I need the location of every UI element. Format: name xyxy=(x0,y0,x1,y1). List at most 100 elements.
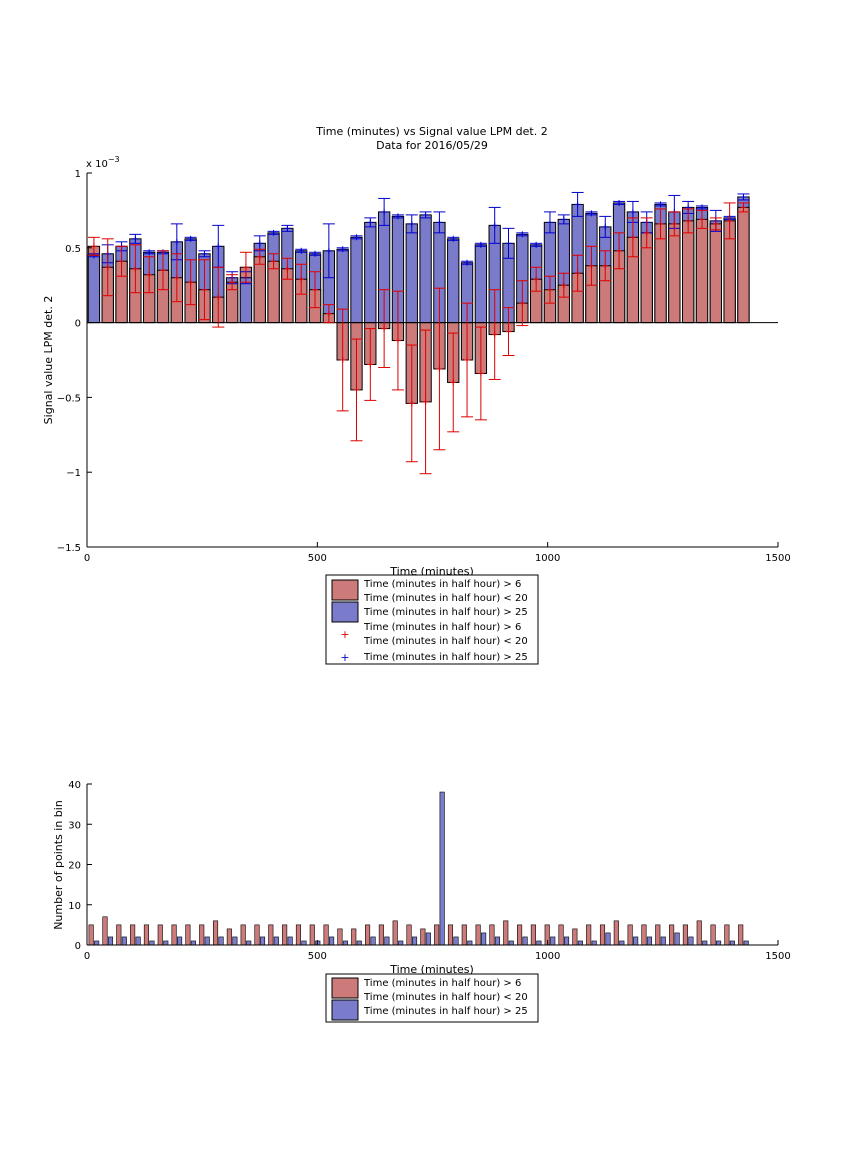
count-bar-series2 xyxy=(94,940,100,946)
count-bar-series1 xyxy=(130,924,136,946)
count-bar-series1 xyxy=(572,928,578,946)
count-bar-series1 xyxy=(226,928,232,946)
count-bar-series1 xyxy=(365,924,371,946)
bar-series2 xyxy=(364,221,377,324)
bottom-y-tick-label: 10 xyxy=(68,901,81,912)
count-bar-series2 xyxy=(494,936,500,946)
count-bar-series2 xyxy=(342,940,348,946)
count-bar-series2 xyxy=(702,940,708,946)
count-bar-series2 xyxy=(218,936,224,946)
count-bar-series2 xyxy=(453,936,459,946)
top-y-tick-label: −1 xyxy=(66,468,81,479)
count-bar-series2 xyxy=(467,940,473,946)
bottom-legend-label-1b: Time (minutes in half hour) < 20 xyxy=(363,992,528,1003)
bottom-y-tick-label: 0 xyxy=(75,941,81,952)
count-bar-series1 xyxy=(599,924,606,946)
count-bar-series1 xyxy=(447,924,454,946)
bar-series1 xyxy=(682,220,695,324)
top-legend-label-1a: Time (minutes in half hour) > 6 xyxy=(363,579,521,590)
count-bar-series1 xyxy=(420,928,426,946)
count-bar-series1 xyxy=(627,924,633,946)
top-legend-box xyxy=(325,574,539,665)
count-bar-series2 xyxy=(384,936,390,946)
count-bar-series1 xyxy=(489,924,495,946)
count-bar-series2 xyxy=(398,940,404,946)
count-bar-series1 xyxy=(586,924,592,946)
count-bar-series1 xyxy=(613,920,619,946)
top-legend-marker-red: + xyxy=(340,628,349,641)
top-legend-label-1b: Time (minutes in half hour) < 20 xyxy=(363,593,528,604)
count-bar-series1 xyxy=(116,924,122,946)
count-bar-series1 xyxy=(503,920,509,946)
count-bar-series1 xyxy=(696,920,702,946)
top-y-axis-label: Signal value LPM det. 2 xyxy=(42,296,55,425)
bar-series1 xyxy=(737,206,750,324)
count-bar-series2 xyxy=(121,936,127,946)
count-bar-series2 xyxy=(204,936,210,946)
count-bar-series1 xyxy=(351,928,357,946)
count-bar-series2 xyxy=(273,936,279,946)
count-bar-series1 xyxy=(669,924,675,946)
bar-series2 xyxy=(350,236,363,324)
count-bar-series1 xyxy=(282,924,288,946)
bottom-legend-label-2: Time (minutes in half hour) > 25 xyxy=(363,1006,528,1017)
count-bar-series2 xyxy=(508,940,514,946)
count-bar-series2 xyxy=(107,936,114,946)
count-bar-series1 xyxy=(530,924,536,946)
count-bar-series2 xyxy=(563,936,570,946)
top-y-tick-label: 1 xyxy=(75,169,81,180)
bottom-legend-label-1a: Time (minutes in half hour) > 6 xyxy=(363,978,521,989)
count-bar-series1 xyxy=(309,924,315,946)
count-bar-series1 xyxy=(682,924,688,946)
count-bar-series2 xyxy=(135,936,141,946)
count-bar-series2 xyxy=(232,936,238,946)
count-bar-series2 xyxy=(660,936,666,946)
bar-series2 xyxy=(87,254,101,324)
top-legend-swatch-blue xyxy=(331,601,359,623)
top-plot-area: 0 500 1000 1500 −1.5 −1 −0.5 0 0.5 1 xyxy=(57,169,791,564)
count-bar-series2 xyxy=(633,936,639,946)
count-bar-series1 xyxy=(143,924,149,946)
count-bar-series2 xyxy=(550,936,556,946)
top-legend-label-3a: Time (minutes in half hour) > 6 xyxy=(363,622,521,633)
bottom-legend-box xyxy=(325,973,539,1023)
top-legend: Time (minutes in half hour) > 6 Time (mi… xyxy=(325,574,539,665)
count-bar-series1 xyxy=(102,916,108,946)
top-x-tick-label: 500 xyxy=(308,553,327,564)
bar-series2 xyxy=(419,214,432,324)
top-x-tick-label: 1500 xyxy=(765,553,790,564)
top-y-tick-label: 0 xyxy=(75,319,81,330)
bar-series2 xyxy=(474,244,488,324)
bottom-legend: Time (minutes in half hour) > 6 Time (mi… xyxy=(325,973,539,1023)
count-bar-series1 xyxy=(434,924,440,946)
count-bar-series1 xyxy=(475,924,481,946)
bottom-x-axis-label: Time (minutes) xyxy=(389,963,474,976)
top-y-tick-label: 0.5 xyxy=(65,244,81,255)
count-bar-series2 xyxy=(729,940,735,946)
bar-series2 xyxy=(239,277,253,324)
chart-title: Time (minutes) vs Signal value LPM det. … xyxy=(315,125,547,138)
top-legend-label-2: Time (minutes in half hour) > 25 xyxy=(363,607,528,618)
count-bar-series1 xyxy=(240,924,246,946)
count-bar-series2 xyxy=(246,940,252,946)
count-bar-series2 xyxy=(716,940,722,946)
bar-series2 xyxy=(405,223,418,324)
top-legend-label-3b: Time (minutes in half hour) < 20 xyxy=(363,636,528,647)
count-bar-series1 xyxy=(461,924,467,946)
count-bar-series2 xyxy=(301,940,307,946)
count-bar-series2 xyxy=(287,936,293,946)
bottom-y-tick-label: 20 xyxy=(68,861,81,872)
count-bar-series2 xyxy=(177,936,183,946)
bottom-plot-area: 0 500 1000 1500 0 10 20 30 40 xyxy=(68,780,790,962)
count-bar-series1 xyxy=(268,924,274,946)
count-bar-series2 xyxy=(619,940,625,946)
count-bar-series1 xyxy=(323,924,329,946)
count-bar-series2 xyxy=(605,932,611,946)
bar-series1 xyxy=(253,256,266,324)
count-bar-series1 xyxy=(710,924,716,946)
top-legend-label-4: Time (minutes in half hour) > 25 xyxy=(363,652,528,663)
count-bar-series2 xyxy=(646,936,653,946)
top-x-tick-label: 0 xyxy=(84,553,90,564)
count-bar-series1 xyxy=(655,924,661,946)
count-bar-series2 xyxy=(370,936,376,946)
